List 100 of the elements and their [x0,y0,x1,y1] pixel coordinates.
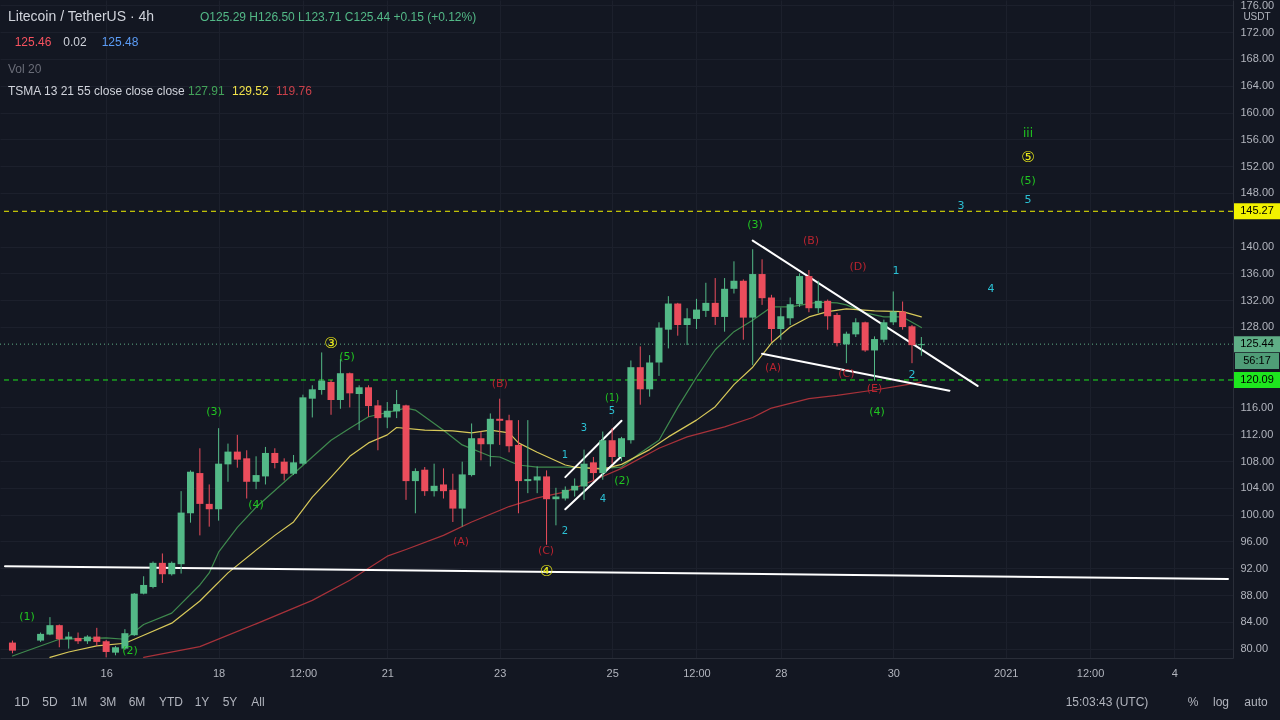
annotation: (3) [747,218,763,231]
y-tick-label: 156.00 [1240,132,1275,145]
annotation: (5) [339,350,355,363]
annotation: (C) [537,544,555,557]
x-tick-label: 25 [606,666,619,679]
y-tick-label: 88.00 [1240,588,1269,601]
candlestick [777,307,785,341]
y-tick-label: 84.00 [1240,615,1269,628]
candlestick [252,455,260,490]
x-tick-label: 23 [494,666,507,679]
candlestick [374,399,382,451]
candlestick [580,449,588,501]
x-tick-label: 16 [100,666,113,679]
candlestick [55,624,63,648]
candlestick [730,260,738,294]
annotation: (D) [849,260,867,273]
x-tick-label: 21 [381,666,394,679]
candlestick [308,384,316,418]
text: 56:17 [1243,354,1271,366]
candlestick [814,280,822,314]
x-tick-label: 12:00 [289,666,318,679]
annotation: 125.46 [14,35,52,49]
annotation: 3 [580,422,588,433]
annotation: 5 [608,405,616,416]
text: % [1187,695,1199,709]
text: 1D [14,695,30,709]
annotation: (A) [764,361,782,374]
text: 6M [128,695,146,709]
annotation: ⑤ [1021,148,1035,166]
candlestick [674,302,682,337]
candlestick [711,277,719,326]
candlestick [449,473,457,523]
y-tick-label: 172.00 [1240,25,1275,38]
y-tick-label: 92.00 [1240,561,1269,574]
annotation: (C) [838,366,855,380]
annotation: ③ [324,334,338,353]
candlestick [224,443,232,483]
candlestick [393,389,401,419]
annotation: 1 [561,449,569,460]
annotation: (1) [19,610,35,623]
candlestick [365,384,373,418]
text: YTD [159,695,184,709]
candlestick [430,463,438,498]
candlestick [233,434,241,469]
ref-line-label: 125.44 [1240,337,1274,350]
candlestick [824,299,832,331]
text: auto [1244,695,1268,709]
x-tick-label: 12:00 [683,666,711,679]
candlestick [346,372,354,408]
candlestick [271,447,279,469]
candlestick [543,469,551,546]
annotation: iii [1022,126,1034,140]
candlestick [261,446,269,485]
annotation: 1 [892,264,900,277]
annotation: (A) [452,535,470,548]
candlestick [439,467,447,500]
y-tick-label: 108.00 [1240,454,1275,467]
text: 5D [42,695,58,709]
candlestick [411,467,419,514]
text: 1M [70,695,88,709]
candlestick [280,457,288,481]
candlestick [618,436,626,462]
candlestick [243,449,251,500]
candlestick [852,317,860,338]
candlestick [871,335,879,382]
annotation: 127.91 [188,84,226,98]
y-tick-label: 136.00 [1240,266,1275,279]
candlestick [477,431,485,461]
annotation: (1) [604,392,620,403]
text: 1Y [194,695,210,709]
text: Litecoin / TetherUS · 4h [8,8,155,24]
candlestick [533,465,541,494]
y-tick-label: 132.00 [1240,293,1275,306]
ref-line-label: 145.27 [1240,204,1274,217]
candlestick [636,345,644,406]
annotation: 4 [987,282,995,295]
y-tick-label: 128.00 [1240,320,1275,333]
candlestick [327,379,335,416]
candlestick [786,297,794,326]
annotation: 5 [1024,193,1032,206]
annotation: (3) [206,405,222,418]
annotation: 119.76 [276,84,313,98]
candlestick [205,483,213,528]
candlestick [702,282,710,318]
annotation: 129.52 [232,84,270,98]
x-tick-label: 28 [775,666,788,679]
annotation: 2 [561,525,569,536]
y-tick-label: 116.00 [1240,400,1274,413]
annotation: 4 [599,493,607,504]
annotation: 125.48 [101,35,139,49]
annotation: (4) [869,405,885,418]
annotation: (2) [614,474,630,487]
candlestick [524,419,532,494]
text: 5Y [222,695,238,709]
annotation: (5) [1020,174,1036,187]
annotation: Vol 20 [8,62,42,76]
y-tick-label: 104.00 [1240,481,1275,494]
text: 3M [99,695,117,709]
y-tick-label: 168.00 [1240,52,1275,65]
annotation: (2) [122,644,138,657]
